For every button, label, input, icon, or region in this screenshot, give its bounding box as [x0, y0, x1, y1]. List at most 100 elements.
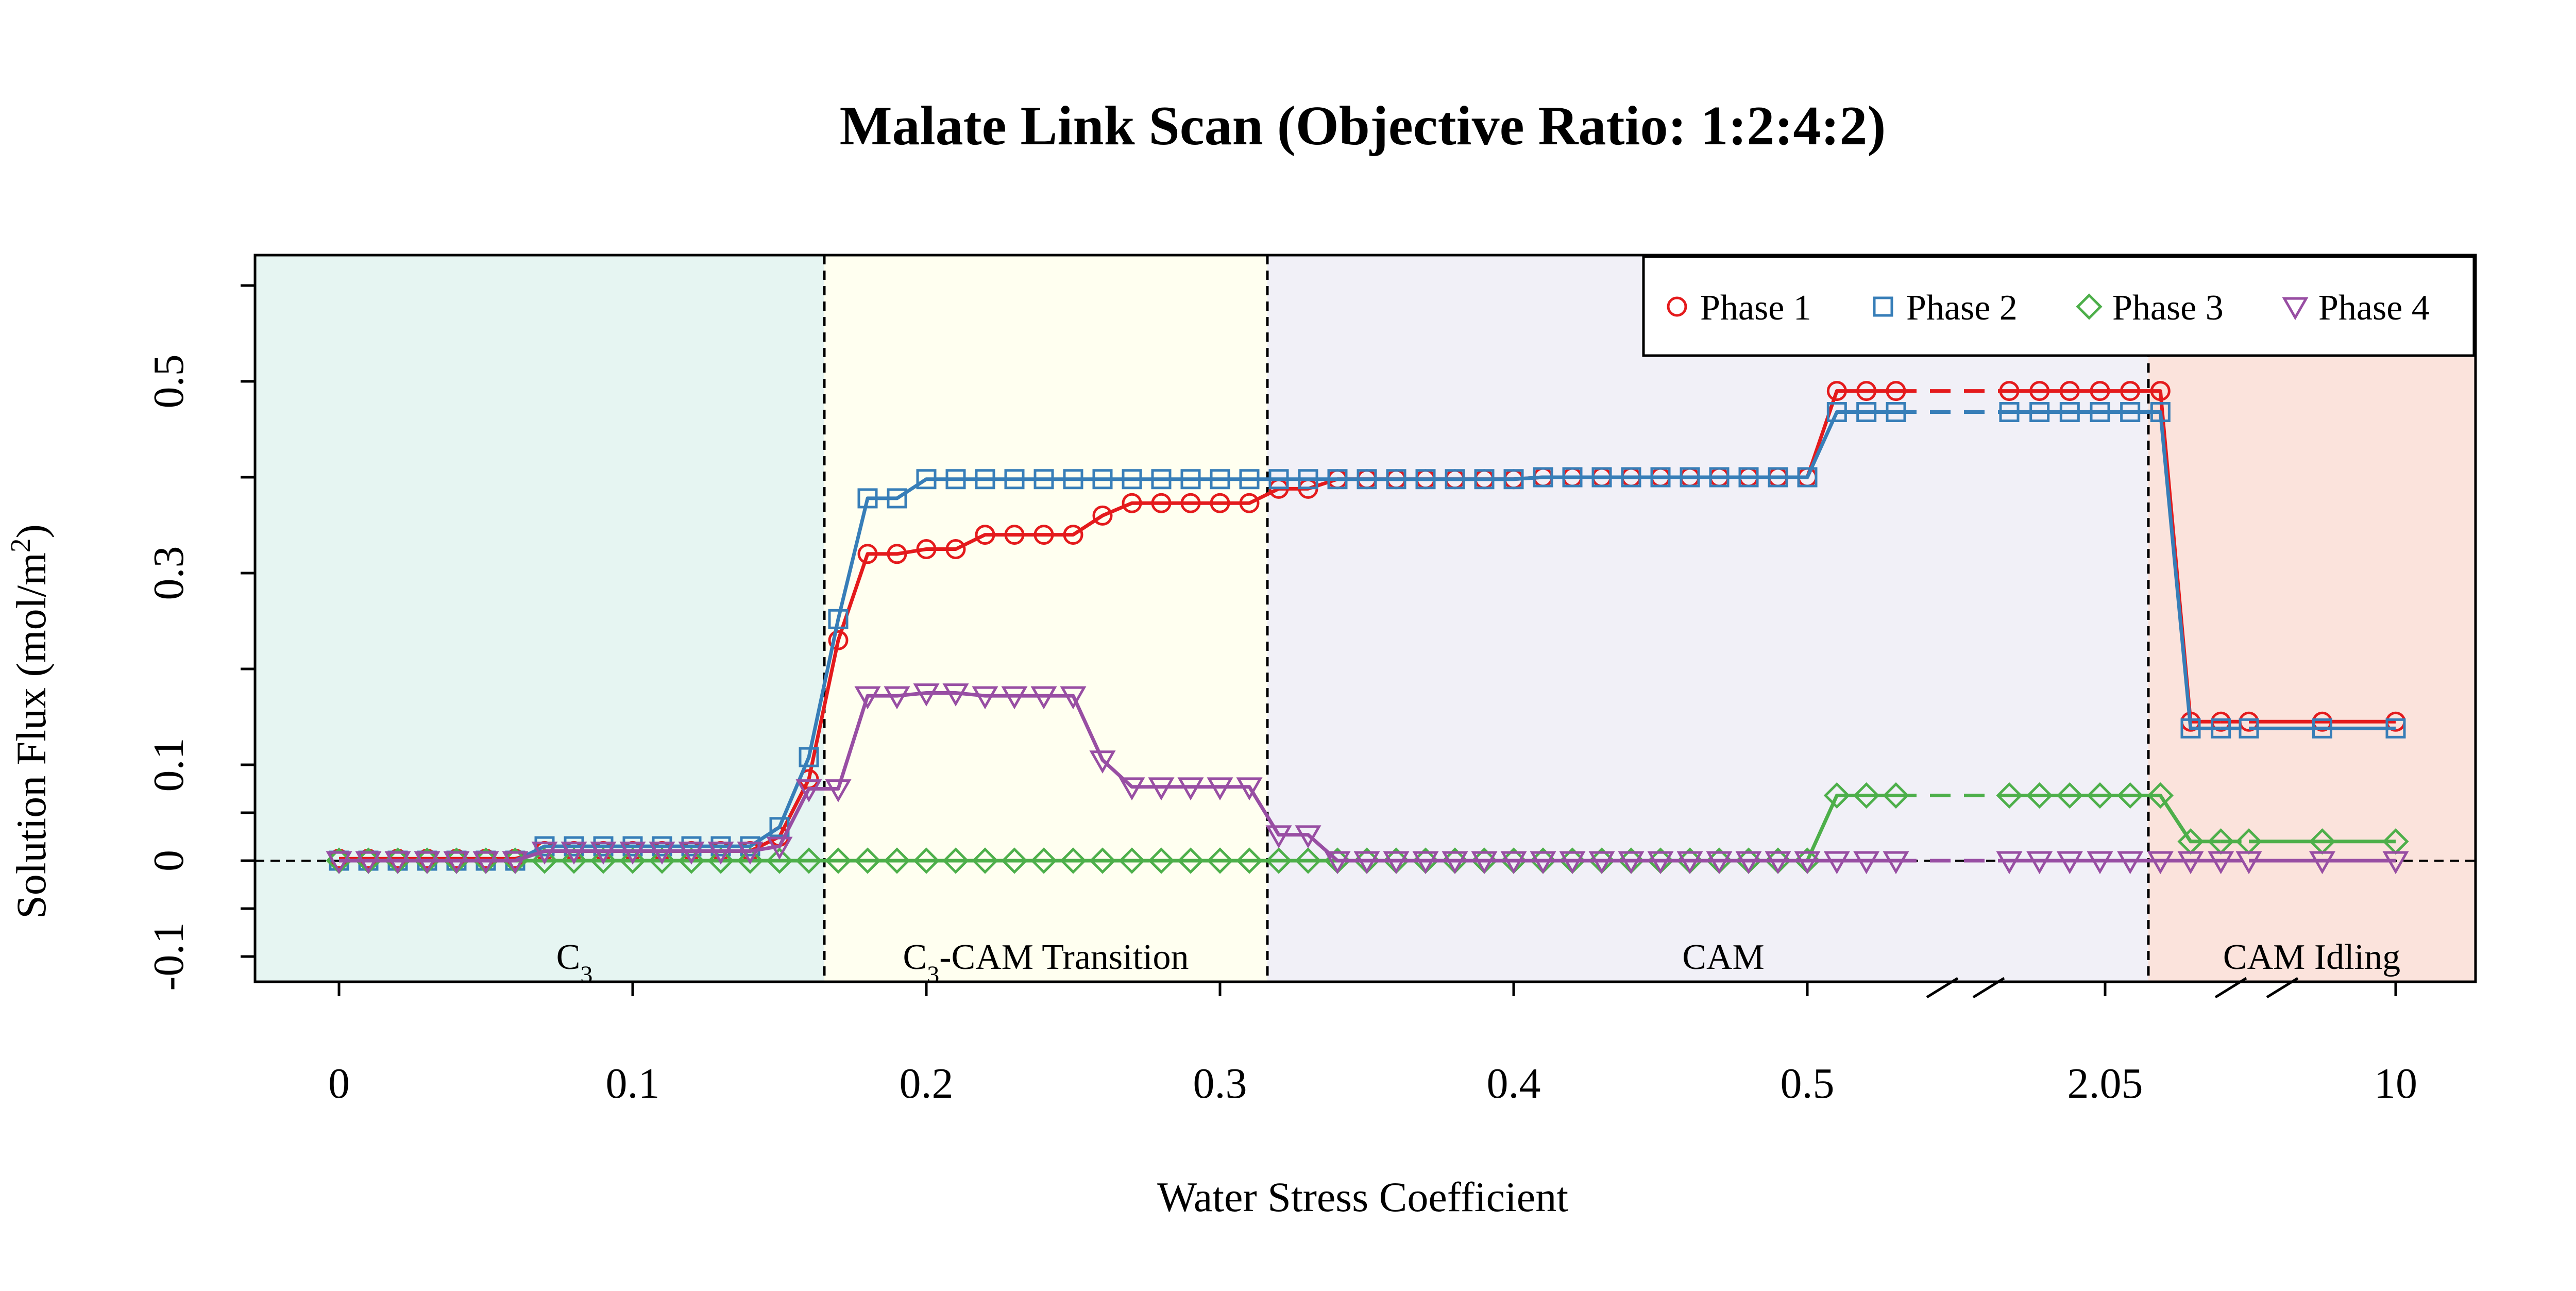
data-point-marker	[942, 683, 969, 707]
data-point-marker	[678, 841, 705, 865]
data-point-marker	[1265, 825, 1292, 849]
legend-item-4: Phase 4	[2282, 288, 2430, 328]
data-point-marker	[1618, 851, 1645, 875]
data-point-marker	[916, 469, 937, 490]
data-point-marker	[2029, 381, 2050, 401]
data-point-marker	[1148, 777, 1175, 801]
data-point-marker	[1324, 851, 1351, 875]
data-point-marker	[884, 686, 910, 710]
data-point-marker	[531, 847, 558, 874]
data-point-marker	[1386, 469, 1406, 490]
data-point-marker	[2147, 782, 2174, 809]
data-point-marker	[2150, 402, 2171, 423]
legend-marker	[2282, 297, 2309, 321]
data-point-marker	[1503, 469, 1524, 490]
data-point-marker	[1471, 851, 1498, 875]
data-point-marker	[766, 836, 793, 860]
data-point-marker	[1588, 851, 1615, 875]
data-point-marker	[1999, 402, 2020, 423]
data-point-marker	[443, 851, 470, 875]
series-4	[326, 683, 2409, 875]
data-point-marker	[2117, 851, 2144, 875]
data-point-marker	[1148, 847, 1175, 874]
legend-marker	[2076, 293, 2103, 320]
data-point-marker	[945, 539, 966, 559]
data-point-marker	[502, 851, 529, 875]
data-point-marker	[619, 847, 646, 874]
data-point-marker	[531, 841, 558, 865]
data-point-marker	[1327, 469, 1348, 490]
data-point-marker	[737, 841, 764, 865]
x-tick-label: 0.2	[900, 1060, 954, 1108]
data-point-marker	[1676, 851, 1703, 875]
region-background-1	[255, 255, 824, 982]
data-point-marker	[619, 841, 646, 865]
data-point-marker	[1415, 469, 1436, 490]
axis-break-mark	[2214, 977, 2247, 999]
x-tick-label: 0.4	[1487, 1060, 1541, 1108]
data-point-marker	[2117, 782, 2144, 809]
data-point-marker	[1826, 381, 1847, 401]
data-point-marker	[2056, 851, 2083, 875]
data-point-marker	[2147, 851, 2174, 875]
data-point-marker	[887, 488, 907, 509]
region-label-rest: -CAM Transition	[939, 937, 1189, 977]
data-point-marker	[1210, 493, 1230, 513]
data-point-marker	[707, 841, 734, 865]
data-point-marker	[1177, 777, 1204, 801]
data-point-marker	[1856, 381, 1877, 401]
data-point-marker	[2120, 381, 2141, 401]
series-line-segment	[339, 410, 1896, 863]
legend-item-1: Phase 1	[1667, 288, 1811, 328]
plot-frame	[253, 254, 2477, 983]
data-point-marker	[828, 630, 849, 650]
data-point-marker	[1033, 525, 1054, 545]
data-point-marker	[1357, 469, 1377, 490]
region-label-main: C	[903, 937, 927, 977]
y-tick-label: -0.1	[145, 923, 193, 991]
data-point-marker	[1239, 493, 1260, 513]
data-point-marker	[1236, 777, 1263, 801]
data-point-marker	[1298, 469, 1318, 490]
data-point-marker	[766, 847, 793, 874]
legend-label: Phase 2	[1906, 288, 2018, 328]
data-point-marker	[1383, 851, 1410, 875]
data-point-marker	[942, 847, 969, 874]
data-point-marker	[1826, 402, 1847, 423]
data-point-marker	[1853, 782, 1880, 809]
legend-item-2: Phase 2	[1873, 288, 2018, 328]
data-point-marker	[1591, 467, 1612, 488]
data-point-marker	[678, 847, 705, 874]
y-tick-label: 0.5	[145, 355, 193, 409]
data-point-marker	[326, 851, 352, 875]
legend-label: Phase 4	[2318, 288, 2430, 328]
data-point-marker	[916, 539, 937, 559]
data-point-marker	[1180, 493, 1201, 513]
data-point-marker	[857, 488, 878, 509]
data-point-marker	[1853, 851, 1880, 875]
data-point-marker	[1794, 851, 1821, 875]
data-point-marker	[1207, 777, 1233, 801]
y-axis-label-main: Solution Flux (mol/m	[8, 552, 55, 919]
data-point-marker	[1996, 851, 2023, 875]
data-point-marker	[1647, 851, 1674, 875]
data-point-marker	[1474, 469, 1495, 490]
data-point-marker	[1180, 469, 1201, 490]
data-point-marker	[2235, 851, 2262, 875]
data-point-marker	[2180, 718, 2201, 739]
data-point-marker	[2312, 718, 2332, 739]
data-point-marker	[1797, 467, 1818, 488]
data-point-marker	[2059, 402, 2080, 423]
data-point-marker	[1295, 847, 1321, 874]
data-point-marker	[1030, 847, 1057, 874]
data-point-marker	[1709, 467, 1730, 488]
data-point-marker	[707, 847, 734, 874]
data-point-marker	[2056, 782, 2083, 809]
data-point-marker	[1118, 847, 1145, 874]
y-axis-label-close: )	[8, 524, 55, 538]
data-point-marker	[945, 469, 966, 490]
y-axis-label-superscript: 2	[5, 539, 36, 553]
data-point-marker	[1089, 750, 1116, 774]
axis-break-mark	[1926, 977, 1959, 999]
